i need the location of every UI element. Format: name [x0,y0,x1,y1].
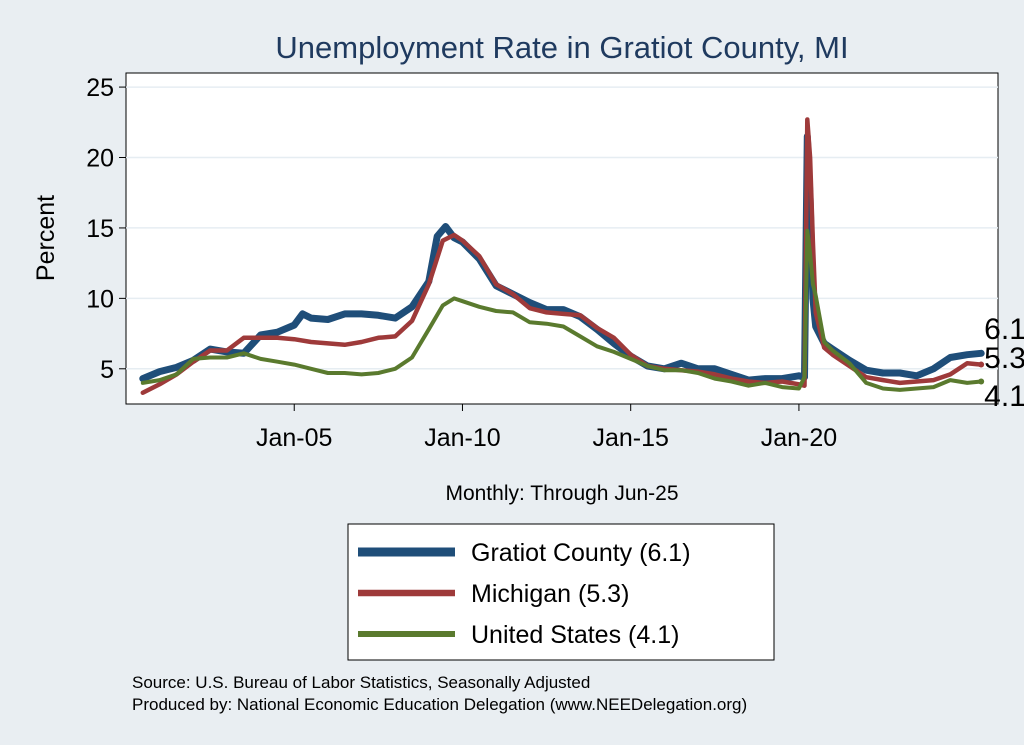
x-axis-note: Monthly: Through Jun-25 [445,482,678,505]
y-tick-label: 15 [86,215,114,243]
y-tick-label: 10 [86,285,114,313]
end-label: 5.3 [984,342,1024,375]
y-axis-label: Percent [32,195,60,281]
legend-label: Gratiot County (6.1) [471,539,691,567]
end-marker [978,361,985,368]
legend: Gratiot County (6.1) Michigan (5.3) United… [347,523,775,661]
legend-label: United States (4.1) [471,621,679,649]
end-marker [978,378,985,385]
x-tick-label: Jan-05 [256,424,332,452]
x-tick-label: Jan-10 [424,424,500,452]
series-line [140,117,984,395]
end-label: 4.1 [984,380,1024,413]
x-tick-label: Jan-20 [761,424,837,452]
y-tick-label: 20 [86,145,114,173]
series-line [140,228,984,392]
source-note: Source: U.S. Bureau of Labor Statistics,… [132,673,590,692]
series-lines [139,117,985,395]
axes: 5 10 15 20 25 Jan-05 Jan-10 Jan-15 Jan-20 [86,74,837,452]
y-tick-label: 25 [86,74,114,102]
chart-title: Unemployment Rate in Gratiot County, MI [275,30,848,65]
end-marker [978,350,985,357]
producer-note: Produced by: National Economic Education… [132,695,747,714]
end-labels: 6.15.3 4.1 [978,313,1024,413]
y-tick-label: 5 [100,356,114,384]
legend-label: Michigan (5.3) [471,580,629,608]
plot-area [125,72,999,405]
x-tick-label: Jan-15 [592,424,668,452]
end-label: 6.1 [984,313,1024,346]
